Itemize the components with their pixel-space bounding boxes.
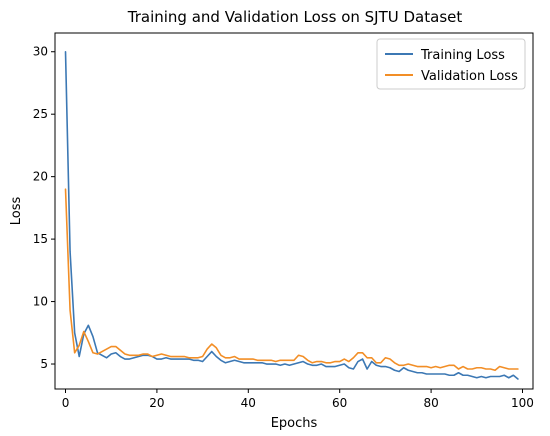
y-axis-label: Loss [9,197,24,226]
plot-area [64,50,519,380]
x-tick-label: 80 [423,396,438,410]
training-loss-line [64,50,519,380]
x-tick-label: 20 [149,396,164,410]
y-tick-label: 5 [40,357,48,371]
legend-box [376,38,526,90]
y-tick-label: 25 [33,107,48,121]
legend-label: Validation Loss [421,69,518,84]
legend-label: Training Loss [420,48,505,63]
x-axis: 0 20 40 60 80 100 [62,389,534,410]
y-tick-label: 10 [33,295,48,309]
y-tick-label: 30 [33,45,48,59]
axes-frame [54,32,534,390]
y-tick-label: 15 [33,232,48,246]
y-axis: 5 10 15 20 25 30 [33,45,55,371]
chart-title: Training and Validation Loss on SJTU Dat… [127,8,463,26]
x-tick-label: 0 [62,396,70,410]
x-tick-label: 40 [241,396,256,410]
x-tick-label: 60 [332,396,347,410]
validation-loss-line [64,188,519,372]
legend: Training Loss Validation Loss [376,38,526,90]
x-tick-label: 100 [511,396,534,410]
y-tick-label: 20 [33,170,48,184]
x-axis-label: Epochs [271,416,318,431]
